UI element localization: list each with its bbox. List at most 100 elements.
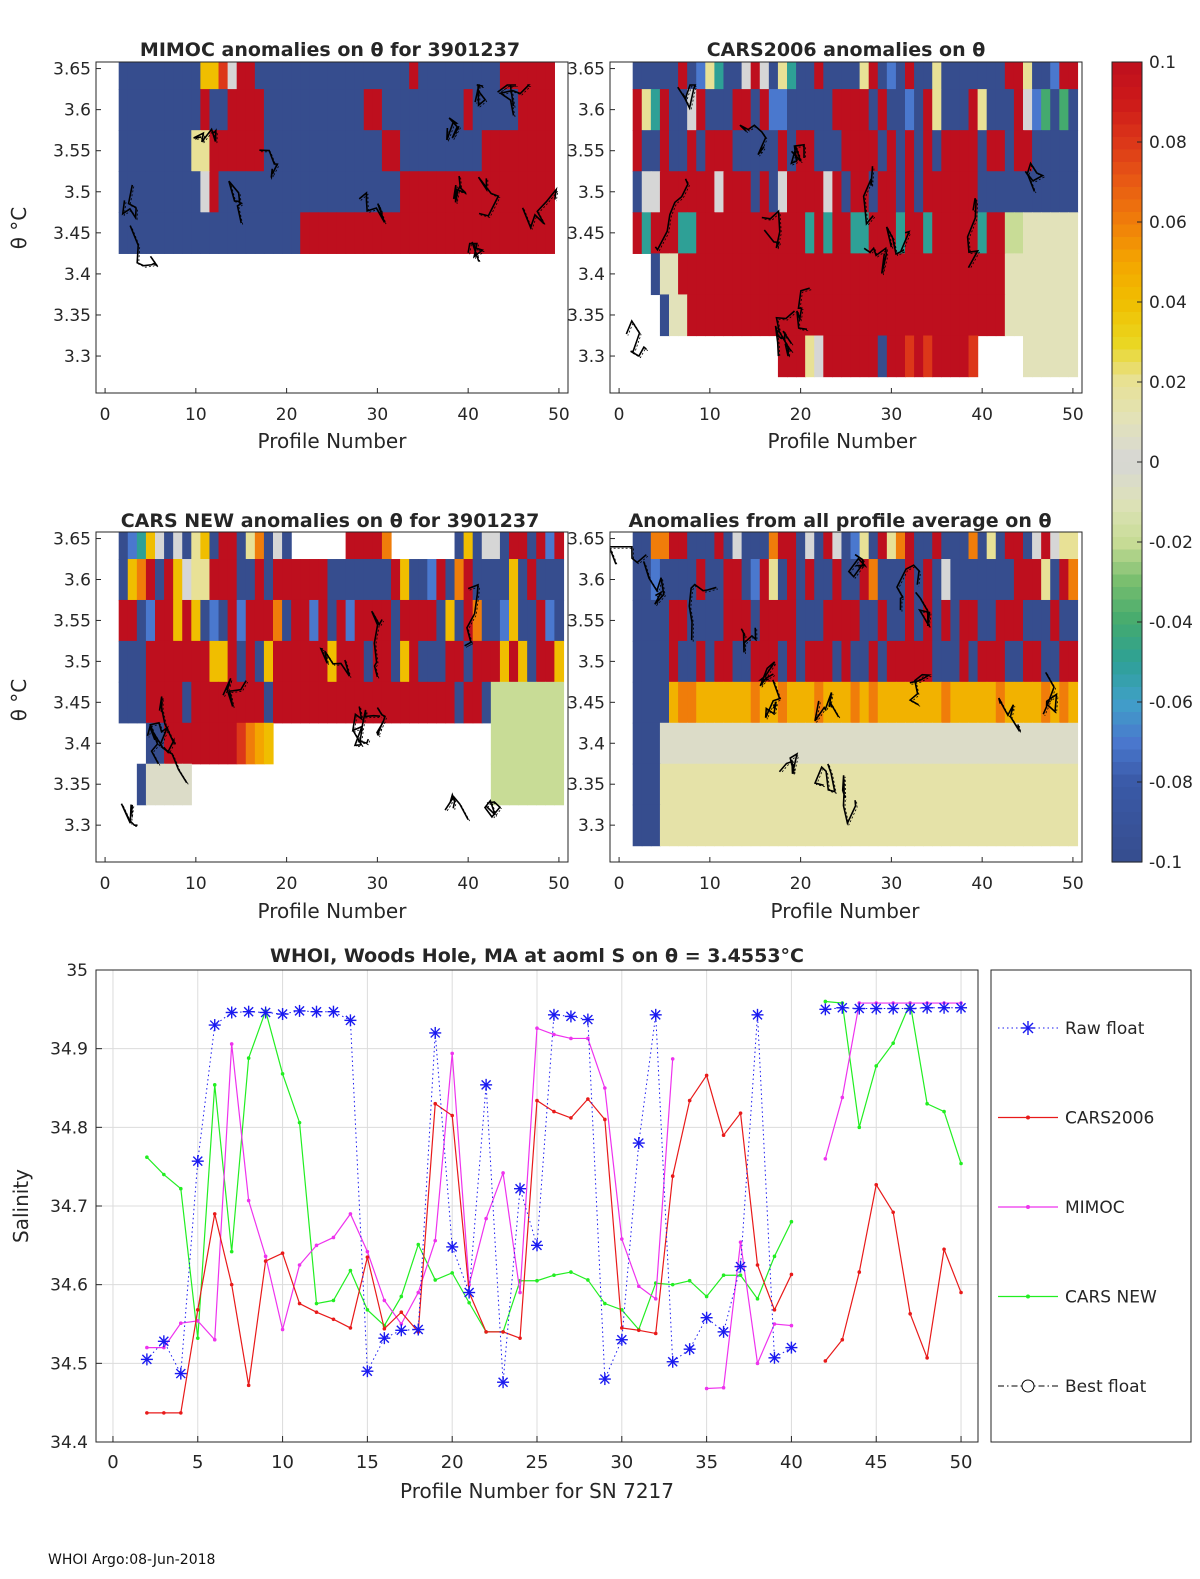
- contour-line-dotted: [469, 243, 485, 264]
- contour-line-dotted: [123, 186, 138, 221]
- heatmap-cell: [669, 804, 679, 847]
- raw-float-point: [649, 1008, 662, 1021]
- heatmap-cell: [641, 599, 652, 642]
- heatmap-cell: [182, 763, 192, 806]
- heatmap-cell: [309, 171, 319, 213]
- heatmap-cell: [968, 253, 979, 296]
- x-label-cars2006: Profile Number: [768, 429, 918, 453]
- heatmap-cell: [273, 212, 283, 254]
- heatmap-cell: [750, 722, 761, 765]
- heatmap-cell: [659, 681, 670, 724]
- heatmap-cell: [841, 804, 852, 847]
- heatmap-cell: [805, 171, 815, 213]
- heatmap-cell: [336, 130, 347, 172]
- panel-carsnew: CARS NEW anomalies on θ for 3901237 3.33…: [7, 510, 570, 923]
- heatmap-cell: [968, 294, 979, 337]
- series-point-cars-new: [229, 1249, 234, 1254]
- series-point-mimoc: [365, 1249, 370, 1254]
- marker-stroke: [565, 1011, 576, 1022]
- heatmap-cell: [905, 804, 915, 847]
- raw-float-point: [564, 1010, 577, 1023]
- marker-stroke: [515, 1183, 526, 1194]
- heatmap-cell: [787, 763, 797, 806]
- series-point-cars2006: [755, 1263, 760, 1267]
- marker-stroke: [735, 1261, 746, 1272]
- series-point-cars2006: [959, 1290, 963, 1295]
- contour-line: [966, 198, 980, 269]
- heatmap-cell: [696, 681, 706, 724]
- colorbar-cell: [1112, 62, 1142, 76]
- legend-label-best-float: Best float: [1065, 1377, 1147, 1397]
- series-point-mimoc: [179, 1321, 183, 1326]
- heatmap-cell: [750, 532, 761, 560]
- heatmap-cell: [1004, 294, 1015, 337]
- series-point-mimoc: [721, 1385, 726, 1390]
- heatmap-cell: [127, 640, 138, 683]
- series-point-cars-new: [857, 1125, 862, 1130]
- heatmap-cell: [705, 559, 715, 601]
- heatmap-cell: [1068, 722, 1079, 765]
- x-ticks-carsnew: 0 10 20 30 40 50: [100, 857, 570, 894]
- series-point-cars-new: [348, 1268, 353, 1273]
- heatmap-cell: [696, 130, 706, 172]
- x-tick-label-carsnew: 20: [276, 874, 298, 894]
- heatmap-cell: [859, 599, 870, 642]
- colorbar-cell: [1112, 787, 1142, 801]
- heatmap-cell: [678, 532, 688, 560]
- heatmap-cell: [886, 640, 897, 683]
- colorbar-cell: [1112, 374, 1142, 388]
- heatmap-cell: [227, 722, 238, 765]
- panel-cars2006: CARS2006 anomalies on θ 3.33.353.43.453.…: [567, 39, 1084, 453]
- heatmap-cell: [400, 640, 410, 683]
- contour-line-dotted: [763, 211, 782, 250]
- heatmap-cell: [164, 89, 174, 131]
- heatmap-cell: [236, 89, 247, 131]
- heatmap-cell: [787, 171, 797, 213]
- heatmap-cell: [418, 681, 428, 724]
- heatmap-cell: [977, 804, 988, 847]
- heatmap-cell: [768, 804, 779, 847]
- raw-float-point: [174, 1367, 187, 1380]
- heatmap-cell: [1004, 559, 1015, 601]
- series-point-cars-new: [552, 1273, 556, 1278]
- salinity-series: [140, 999, 968, 1415]
- heatmap-cell: [932, 335, 942, 378]
- heatmap-cell: [941, 171, 951, 213]
- heatmap-cell: [454, 89, 465, 131]
- x-tick-label-carsnew: 30: [367, 874, 389, 894]
- colorbar-cell: [1112, 762, 1142, 776]
- heatmap-cell: [1013, 532, 1024, 560]
- heatmap-cell: [463, 559, 474, 601]
- heatmap-cell: [877, 722, 888, 765]
- heatmap-cell: [236, 722, 247, 765]
- heatmap-cell: [841, 640, 852, 683]
- raw-float-point: [344, 1014, 357, 1027]
- heatmap-cell: [714, 171, 725, 213]
- heatmap-cell: [923, 335, 933, 378]
- heatmap-cell: [1050, 212, 1060, 254]
- heatmap-cell: [218, 62, 229, 90]
- contour-line: [885, 226, 911, 256]
- series-point-mimoc: [399, 1322, 404, 1326]
- contours-cars2006: [625, 84, 1045, 359]
- raw-float-point: [361, 1365, 374, 1378]
- heatmap-cell: [859, 640, 870, 683]
- contour-line: [121, 184, 137, 221]
- series-point-mimoc: [229, 1042, 234, 1046]
- heatmap-cell: [814, 62, 824, 90]
- contour-line: [358, 191, 386, 223]
- y-tick-label-allavg: 3.5: [578, 652, 605, 672]
- heatmap-cell: [777, 763, 788, 806]
- heatmap-cell: [1032, 559, 1042, 601]
- heatmap-cell: [714, 532, 725, 560]
- heatmap-cell: [463, 62, 474, 90]
- heatmap-cell: [823, 212, 833, 254]
- colorbar-cell: [1112, 637, 1142, 651]
- colorbar-cell: [1112, 237, 1142, 251]
- series-point-cars2006: [840, 1337, 845, 1342]
- heatmap-cell: [400, 599, 410, 642]
- heatmap-cell: [659, 559, 670, 601]
- heatmap-cell: [632, 171, 643, 213]
- heatmap-cell: [1032, 763, 1042, 806]
- heatmap-cell: [445, 640, 456, 683]
